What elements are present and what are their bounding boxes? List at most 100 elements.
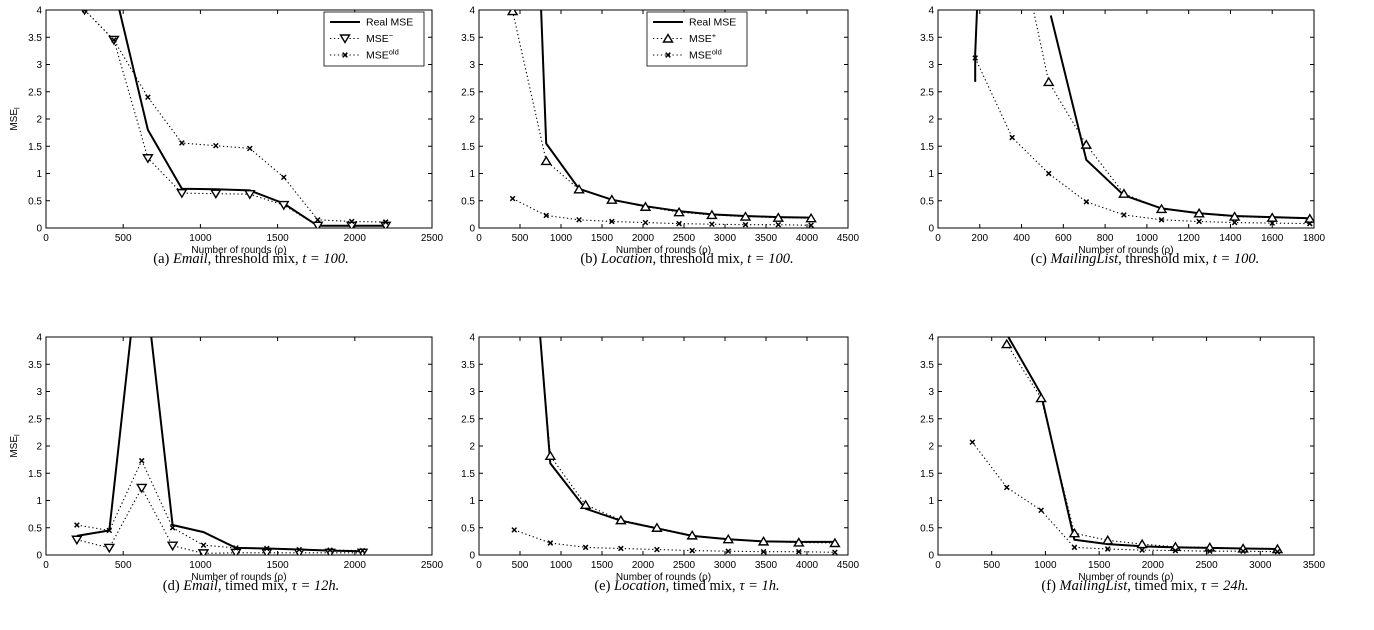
series-2-point	[615, 514, 627, 525]
y-tick-label: 1	[469, 169, 475, 180]
y-axis-label: MSEl	[9, 434, 22, 458]
y-tick-label: 3	[469, 60, 475, 71]
y-tick-label: 3	[36, 387, 42, 398]
x-tick-label: 0	[935, 560, 941, 571]
legend-label: Real MSE	[366, 17, 413, 29]
y-tick-label: 3.5	[920, 360, 934, 371]
y-tick-label: 2.5	[461, 87, 475, 98]
y-tick-label: 1	[36, 169, 42, 180]
x-tick-label: 2000	[1142, 560, 1165, 571]
subfigure-caption: (f) MailingList, timed mix, τ = 24h.	[916, 578, 1374, 595]
y-tick-label: 1.5	[920, 469, 934, 480]
x-tick-label: 800	[1097, 233, 1114, 244]
series-3-point	[200, 542, 207, 549]
series-3-point	[689, 547, 696, 554]
y-tick-label: 0.5	[28, 523, 42, 534]
series-line-1	[974, 10, 979, 82]
series-2-point	[540, 155, 552, 166]
series-2-point	[71, 535, 83, 546]
series-line-3	[1032, 10, 1310, 220]
y-tick-label: 2	[469, 442, 475, 453]
series-2-point	[793, 537, 805, 547]
caption-label: (a)	[153, 251, 173, 267]
series-3-point	[618, 545, 624, 552]
y-tick-label: 3.5	[461, 33, 475, 44]
series-4-point	[972, 55, 979, 61]
y-tick-label: 0	[928, 224, 934, 235]
series-3-point	[1274, 548, 1281, 555]
series-3-point	[263, 545, 270, 552]
y-tick-label: 3	[36, 60, 42, 71]
series-2-point	[166, 541, 179, 552]
legend-label: MSE+	[689, 31, 717, 45]
y-axis-label-sub: l	[13, 107, 22, 109]
series-3-point	[81, 10, 88, 13]
legend-label: MSE−	[366, 31, 394, 45]
x-axis-label: Number of rounds (ρ)	[1078, 245, 1173, 256]
y-tick-label: 4	[36, 333, 42, 344]
caption-dataset: Location	[600, 251, 653, 267]
x-tick-label: 1800	[1303, 233, 1326, 244]
y-tick-label: 3.5	[28, 33, 42, 44]
x-axis-label: Number of rounds (ρ)	[191, 572, 286, 583]
x-tick-label: 2000	[632, 560, 655, 571]
series-3-point	[145, 94, 151, 101]
series-line-3	[514, 529, 835, 553]
y-tick-label: 3.5	[461, 360, 475, 371]
y-tick-label: 2.5	[28, 414, 42, 425]
series-3-point	[327, 547, 333, 553]
x-tick-label: 2500	[1195, 560, 1218, 571]
series-3-point	[179, 140, 185, 146]
subfigure-caption: (e) Location, timed mix, τ = 1h.	[458, 578, 916, 595]
series-3-point	[233, 545, 239, 551]
x-tick-label: 0	[476, 560, 482, 571]
series-2-point	[312, 221, 324, 228]
legend-label-sup: −	[389, 31, 394, 40]
series-2-point	[244, 190, 256, 200]
subplot-1: 0 500 1000 1500 2000 2500 0 0.5 1 1.5 2 2.5 3 3.5 4 Num…	[9, 6, 444, 257]
series-line-2	[76, 486, 363, 554]
series-2-point	[673, 206, 685, 217]
series-2-point	[197, 549, 210, 555]
y-tick-label: 0	[36, 224, 42, 235]
series-3-point	[795, 548, 802, 555]
series-2-point	[1102, 534, 1114, 545]
x-tick-label: 4000	[796, 233, 819, 244]
y-tick-label: 2	[36, 115, 42, 126]
x-tick-label: 2000	[632, 233, 655, 244]
caption-dataset: MailingList	[1059, 578, 1128, 594]
series-2-point	[103, 543, 116, 554]
caption-dataset: Email	[183, 578, 218, 594]
x-tick-label: 400	[1013, 233, 1030, 244]
x-tick-label: 0	[935, 233, 941, 244]
x-tick-label: 500	[512, 560, 529, 571]
y-tick-label: 0	[36, 551, 42, 562]
y-tick-label: 3.5	[28, 360, 42, 371]
series-2-point	[506, 10, 519, 16]
x-axis-label: Number of rounds (ρ)	[191, 245, 286, 256]
caption-rest: , timed mix,	[217, 578, 292, 594]
series-2-point	[1035, 392, 1047, 403]
series-4-point	[1083, 199, 1090, 205]
series-3-point	[1206, 548, 1213, 555]
x-tick-label: 2500	[421, 233, 444, 244]
series-2-point	[757, 536, 770, 546]
x-tick-label: 1500	[266, 233, 289, 244]
y-tick-label: 3.5	[920, 33, 934, 44]
series-3-point	[296, 546, 303, 553]
series-3-point	[576, 216, 582, 223]
series-3-point	[642, 219, 649, 226]
series-3-point	[832, 549, 838, 555]
caption-label: (e)	[594, 578, 615, 594]
plot-frame	[45, 336, 433, 556]
series-3-point	[246, 145, 253, 152]
y-tick-label: 2	[36, 442, 42, 453]
plot-frame	[937, 336, 1315, 556]
series-3-point	[359, 547, 366, 554]
series-3-point	[725, 548, 732, 555]
series-2-point	[176, 188, 188, 199]
y-tick-label: 4	[36, 6, 42, 17]
legend-marker	[339, 34, 351, 44]
series-2-point	[686, 530, 698, 540]
y-tick-label: 0.5	[461, 196, 475, 207]
